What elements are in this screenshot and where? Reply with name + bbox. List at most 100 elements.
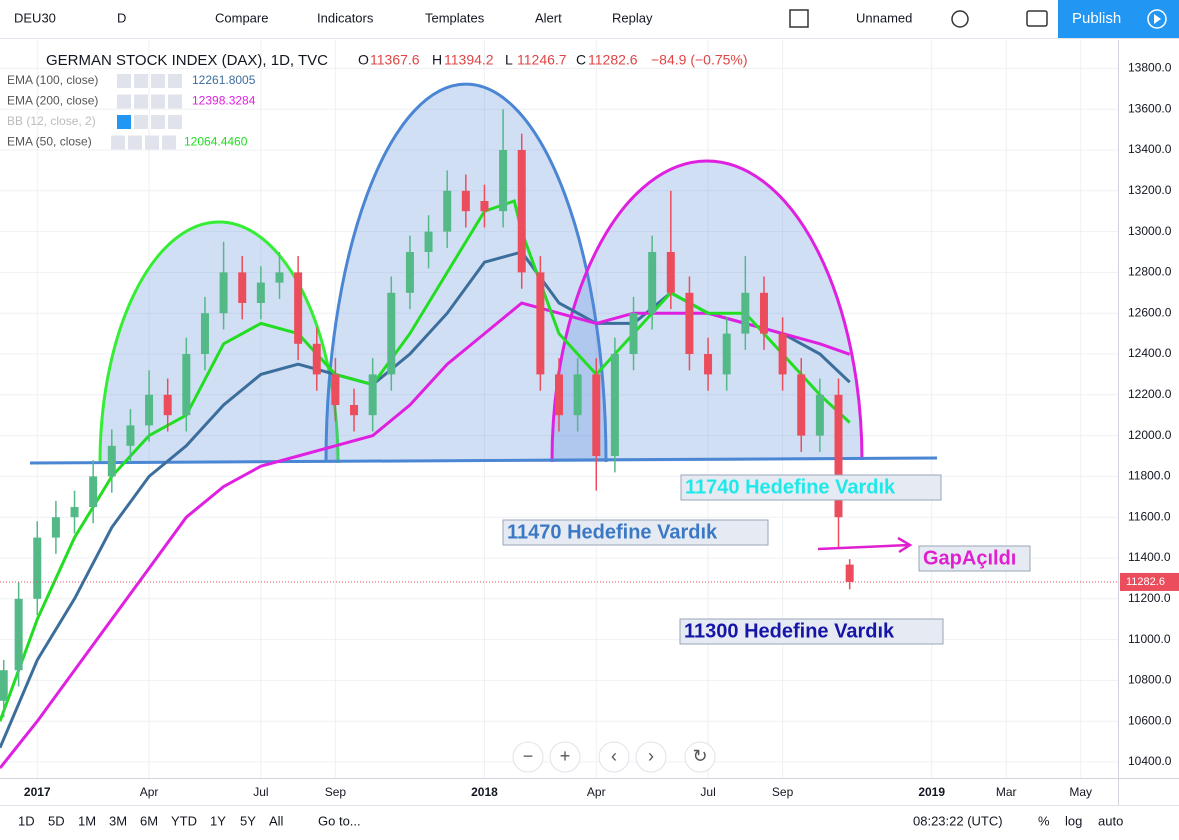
- candle-body: [741, 292, 750, 334]
- candle-body: [536, 272, 545, 375]
- indicator-button[interactable]: [117, 94, 131, 109]
- x-tick-label: Jul: [700, 785, 715, 799]
- layout-name[interactable]: Unnamed: [856, 10, 912, 25]
- nav-icon[interactable]: ↻: [692, 746, 707, 766]
- scale-option[interactable]: log: [1065, 813, 1082, 828]
- nav-button[interactable]: [684, 741, 716, 773]
- candle-body: [387, 292, 396, 375]
- range-button[interactable]: 5Y: [240, 813, 256, 828]
- toolbar-button[interactable]: Templates: [425, 10, 485, 25]
- y-tick-label: 11400.0: [1128, 550, 1171, 564]
- indicator-button[interactable]: [117, 115, 131, 129]
- indicator-button[interactable]: [151, 94, 165, 109]
- nav-button[interactable]: [549, 741, 581, 773]
- y-tick-label: 12400.0: [1128, 346, 1172, 360]
- indicator-value: 12398.3284: [192, 94, 256, 108]
- x-tick-label: Jul: [253, 785, 268, 799]
- candle-body: [461, 190, 470, 212]
- indicator-value: 12261.8005: [192, 73, 256, 87]
- toolbar-button[interactable]: Alert: [535, 10, 562, 25]
- indicator-button[interactable]: [111, 135, 125, 150]
- indicator-button[interactable]: [128, 135, 142, 150]
- range-button[interactable]: YTD: [171, 813, 197, 828]
- camera-icon[interactable]: [1026, 10, 1048, 27]
- annotation-text: 11300 Hedefine Vardık: [684, 620, 895, 642]
- ohlc-letter: L: [505, 52, 513, 68]
- indicator-button[interactable]: [145, 135, 159, 150]
- settings-icon[interactable]: [951, 10, 969, 28]
- candle-body: [797, 374, 806, 436]
- y-tick-label: 13800.0: [1128, 61, 1172, 75]
- ohlc-value: 11394.2: [444, 52, 494, 68]
- x-tick-label: 2019: [918, 785, 945, 799]
- y-tick-label: 13600.0: [1128, 101, 1172, 115]
- toolbar-button[interactable]: Indicators: [317, 10, 374, 25]
- indicator-button[interactable]: [117, 74, 131, 88]
- range-button[interactable]: All: [269, 813, 284, 828]
- y-tick-label: 13000.0: [1128, 224, 1172, 238]
- annotation-box: [918, 545, 1031, 572]
- indicator-button[interactable]: [168, 74, 182, 88]
- nav-icon[interactable]: ‹: [611, 746, 617, 766]
- y-tick-label: 11600.0: [1128, 509, 1171, 523]
- range-button[interactable]: 1D: [18, 813, 35, 828]
- symbol[interactable]: DEU30: [14, 10, 56, 25]
- x-tick-label: Sep: [325, 785, 347, 799]
- candle-body: [704, 354, 713, 375]
- toolbar-button[interactable]: Compare: [215, 10, 268, 25]
- indicator-button[interactable]: [134, 94, 148, 109]
- annotation-text: GapAçıldı: [923, 547, 1016, 569]
- indicator-button[interactable]: [168, 115, 182, 129]
- candle-body: [0, 670, 8, 701]
- candle-body: [312, 343, 321, 375]
- scale-option[interactable]: %: [1038, 813, 1050, 828]
- y-tick-label: 11800.0: [1128, 469, 1171, 483]
- annotation-box: [680, 474, 942, 501]
- range-button[interactable]: 5D: [48, 813, 65, 828]
- candle-body: [405, 251, 414, 293]
- indicator-button[interactable]: [168, 94, 182, 109]
- range-button[interactable]: 1M: [78, 813, 96, 828]
- y-tick-label: 10800.0: [1128, 673, 1172, 687]
- range-button[interactable]: 6M: [140, 813, 158, 828]
- indicator-button[interactable]: [134, 74, 148, 88]
- scale-option[interactable]: auto: [1098, 813, 1123, 828]
- nav-icon[interactable]: −: [523, 746, 534, 766]
- x-tick-label: Apr: [140, 785, 159, 799]
- play-icon[interactable]: [1147, 9, 1167, 29]
- candle-body: [331, 374, 340, 406]
- nav-button[interactable]: [598, 741, 630, 773]
- range-button[interactable]: 1Y: [210, 813, 226, 828]
- candle-body: [845, 564, 854, 582]
- indicator-name: EMA (100, close): [7, 73, 98, 87]
- publish-label[interactable]: Publish: [1072, 10, 1121, 27]
- nav-button[interactable]: [635, 741, 667, 773]
- y-tick-label: 12600.0: [1128, 305, 1172, 319]
- candle-body: [145, 394, 154, 426]
- x-tick-label: 2017: [24, 785, 51, 799]
- candle-body: [126, 425, 135, 446]
- candle-body: [592, 374, 601, 457]
- top-toolbar: [0, 0, 1179, 38]
- indicator-button[interactable]: [134, 115, 148, 129]
- ohlc-value: 11282.6: [588, 52, 638, 68]
- x-tick-label: 2018: [471, 785, 498, 799]
- layout-icon[interactable]: [789, 9, 809, 28]
- goto[interactable]: Go to...: [318, 813, 361, 828]
- interval[interactable]: D: [117, 10, 126, 25]
- ohlc-letter: C: [576, 52, 586, 68]
- toolbar-button[interactable]: Replay: [612, 10, 653, 25]
- y-tick-label: 10400.0: [1128, 754, 1172, 768]
- indicator-button[interactable]: [151, 115, 165, 129]
- nav-icon[interactable]: +: [560, 746, 571, 766]
- range-button[interactable]: 3M: [109, 813, 127, 828]
- indicator-name: EMA (200, close): [7, 94, 98, 108]
- indicator-line: [0, 301, 851, 770]
- indicator-button[interactable]: [162, 135, 176, 150]
- candle-body: [350, 405, 359, 416]
- candle-body: [443, 190, 452, 232]
- nav-icon[interactable]: ›: [648, 746, 654, 766]
- x-tick-label: Mar: [996, 785, 1017, 799]
- indicator-button[interactable]: [151, 74, 165, 88]
- nav-button[interactable]: [512, 741, 544, 773]
